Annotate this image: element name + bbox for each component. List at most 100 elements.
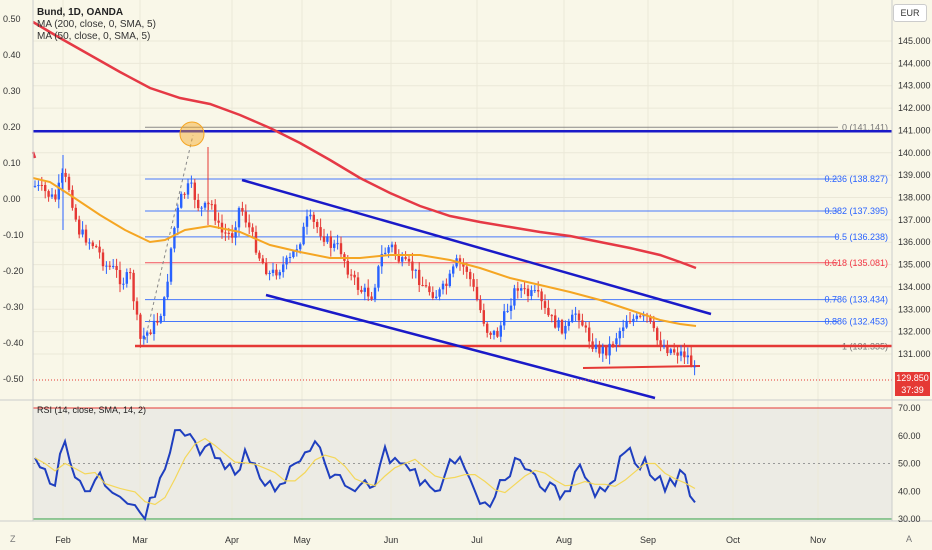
ma50-legend[interactable]: MA (50, close, 0, SMA, 5) xyxy=(37,31,151,42)
candle-body xyxy=(302,226,305,245)
candle-body xyxy=(305,216,309,227)
candle-body xyxy=(591,341,594,350)
candle-body xyxy=(414,269,417,271)
rsi-legend[interactable]: RSI (14, close, SMA, 14, 2) xyxy=(37,405,147,415)
symbol-title[interactable]: Bund, 1D, OANDA xyxy=(37,7,124,18)
candle-body xyxy=(336,243,339,245)
candle-body xyxy=(581,320,584,326)
fib-level-label: 0.618 (135.081) xyxy=(824,258,888,268)
candle-body xyxy=(618,330,621,339)
candlesticks[interactable] xyxy=(33,147,696,376)
ma50-line xyxy=(32,177,697,327)
time-tick-label: Nov xyxy=(810,535,827,545)
candle-body xyxy=(227,232,230,234)
candle-body xyxy=(656,328,659,341)
rsi-tick-label: 40.00 xyxy=(898,486,921,496)
price-tick-label: 134.000 xyxy=(898,282,931,292)
candle-body xyxy=(44,185,47,192)
candle-body xyxy=(625,320,628,328)
candle-body xyxy=(316,221,319,228)
candle-body xyxy=(458,258,462,264)
candle-body xyxy=(690,355,693,367)
yield-tick-label: -0.20 xyxy=(3,266,24,276)
candle-body xyxy=(469,271,472,280)
candle-body xyxy=(530,290,533,297)
candle-body xyxy=(186,183,190,195)
candle-body xyxy=(628,320,632,323)
candle-body xyxy=(282,264,285,273)
candle-body xyxy=(421,285,424,287)
rsi-tick-label: 50.00 xyxy=(898,459,921,469)
candle-body xyxy=(261,258,264,264)
candle-body xyxy=(346,260,349,275)
candle-body xyxy=(149,332,152,335)
candle-body xyxy=(248,222,251,228)
yield-tick-label: 0.00 xyxy=(3,194,21,204)
currency-button[interactable]: EUR xyxy=(893,4,927,22)
fib-level-label: 0.236 (138.827) xyxy=(824,174,888,184)
price-tick-label: 131.000 xyxy=(898,349,931,359)
candle-body xyxy=(288,257,292,259)
ma200-legend[interactable]: MA (200, close, 0, SMA, 5) xyxy=(37,19,156,30)
candle-body xyxy=(156,320,159,323)
candle-body xyxy=(329,236,332,248)
candle-body xyxy=(564,325,567,334)
candle-body xyxy=(632,318,635,323)
candle-body xyxy=(105,265,108,267)
candle-body xyxy=(516,288,519,291)
candle-body xyxy=(67,176,71,190)
candle-body xyxy=(543,301,547,308)
candle-body xyxy=(550,315,553,317)
rsi-tick-label: 60.00 xyxy=(898,431,921,441)
candle-body xyxy=(159,315,162,323)
fib-level-label: 0.886 (132.453) xyxy=(824,317,888,327)
candle-body xyxy=(118,269,122,285)
rsi-pane[interactable] xyxy=(33,407,892,522)
yield-tick-label: 0.20 xyxy=(3,122,21,132)
auto-scale-button[interactable]: A xyxy=(906,534,913,544)
candle-body xyxy=(322,236,326,242)
price-tick-label: 143.000 xyxy=(898,81,931,91)
candle-body xyxy=(180,193,183,208)
yield-tick-label: -0.40 xyxy=(3,338,24,348)
candle-body xyxy=(61,172,64,183)
candle-body xyxy=(482,310,485,324)
time-tick-label: May xyxy=(293,535,311,545)
candle-body xyxy=(428,286,431,293)
yield-tick-label: 0.50 xyxy=(3,14,21,24)
candle-body xyxy=(200,207,203,209)
candle-body xyxy=(112,265,115,267)
candle-body xyxy=(271,269,275,273)
candle-body xyxy=(95,246,98,248)
time-tick-label: Oct xyxy=(726,535,741,545)
candle-body xyxy=(401,257,404,262)
candle-body xyxy=(108,265,111,267)
candle-body xyxy=(499,325,502,337)
candle-body xyxy=(397,254,400,262)
candle-body xyxy=(639,315,642,317)
candle-body xyxy=(91,242,94,247)
candle-body xyxy=(333,243,336,248)
candle-body xyxy=(452,266,455,274)
time-tick-label: Aug xyxy=(556,535,572,545)
candle-body xyxy=(635,315,638,319)
candle-body xyxy=(509,305,513,311)
time-tick-label: Jun xyxy=(384,535,399,545)
time-tick-label: Jul xyxy=(471,535,483,545)
candle-body xyxy=(54,194,57,200)
zoom-z-button[interactable]: Z xyxy=(10,534,16,544)
channel-lower xyxy=(265,293,656,400)
candle-body xyxy=(567,321,570,326)
neckline xyxy=(582,365,701,369)
last-price-tag: 129.850 37:39 xyxy=(895,372,930,396)
candle-body xyxy=(237,208,241,228)
trendline-drawings[interactable] xyxy=(33,121,892,400)
candle-body xyxy=(492,330,496,335)
candle-body xyxy=(268,272,271,275)
candle-body xyxy=(384,252,387,254)
price-tick-label: 133.000 xyxy=(898,304,931,314)
candle-body xyxy=(445,283,448,286)
candle-body xyxy=(217,220,220,223)
candle-body xyxy=(278,272,281,276)
